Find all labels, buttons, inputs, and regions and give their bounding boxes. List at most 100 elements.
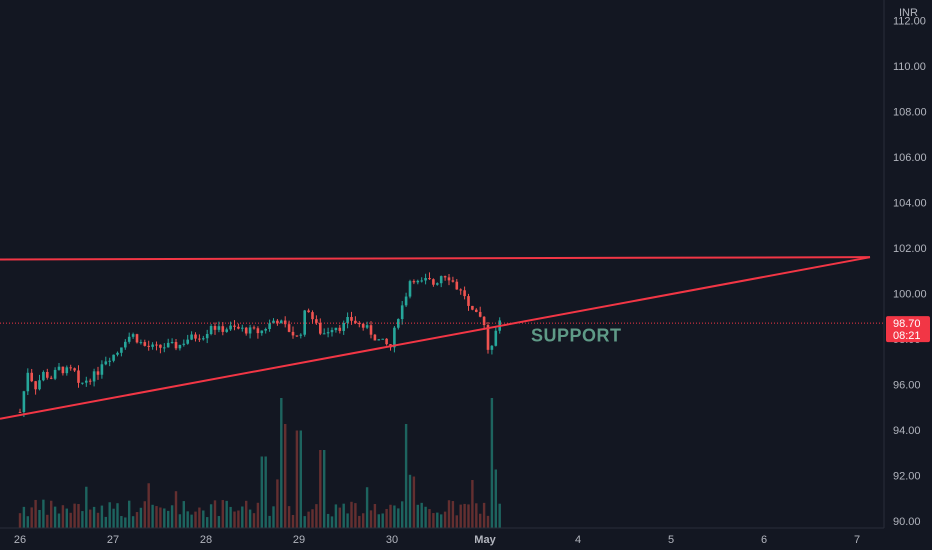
candle-body: [361, 323, 365, 328]
candle-body: [350, 316, 353, 321]
volume-bar: [198, 507, 201, 528]
time-tick-label: May: [474, 534, 496, 546]
candle-body: [330, 330, 334, 333]
candle-body: [365, 325, 369, 328]
candle-body: [338, 327, 342, 331]
volume-bar: [408, 474, 412, 528]
last-price-value: 98.70: [893, 318, 921, 330]
volume-bar: [338, 507, 341, 528]
volume-bar: [471, 480, 474, 528]
candle-body: [77, 370, 80, 383]
candle-body: [322, 333, 326, 335]
candle-body: [436, 283, 439, 285]
volume-bar: [77, 503, 80, 528]
candle-body: [381, 338, 384, 340]
volume-bar: [46, 514, 49, 528]
volume-bar: [120, 516, 123, 528]
candle-body: [26, 372, 30, 392]
price-tick-label: 108.00: [893, 107, 927, 119]
candle-body: [155, 344, 158, 346]
volume-bar: [482, 502, 486, 528]
volume-bar: [490, 398, 494, 528]
candle-body: [182, 343, 186, 345]
price-tick-label: 104.00: [893, 198, 927, 210]
time-tick-label: 30: [386, 534, 398, 546]
volume-bar: [233, 511, 236, 528]
trendline-support[interactable]: [0, 256, 871, 420]
candle-body: [319, 322, 322, 334]
candle-body: [73, 368, 76, 371]
candle-body: [303, 310, 306, 335]
volume-bar: [194, 511, 197, 528]
volume-bar: [186, 511, 189, 528]
price-axis-panel[interactable]: [884, 0, 932, 528]
volume-bar: [81, 511, 84, 528]
candle-body: [65, 367, 69, 374]
volume-bar: [57, 513, 61, 528]
candle-body: [96, 371, 100, 375]
volume-bar: [61, 505, 65, 528]
volume-bar: [268, 515, 271, 528]
volume-bar: [330, 516, 334, 528]
trendlines-layer[interactable]: [0, 256, 871, 420]
candle-body: [459, 289, 462, 291]
candle-body: [116, 352, 119, 355]
price-tick-label: 90.00: [893, 516, 921, 528]
volume-bar: [447, 500, 451, 528]
candle-body: [147, 345, 150, 347]
volume-bar: [401, 501, 404, 528]
annotation-text[interactable]: SUPPORT: [531, 326, 622, 346]
volume-bar: [30, 507, 33, 528]
time-tick-label: 26: [14, 534, 26, 546]
volume-bar: [319, 450, 322, 528]
candle-body: [373, 334, 377, 341]
volume-bar: [354, 503, 357, 528]
volume-bar: [389, 504, 392, 528]
candle-body: [428, 278, 431, 280]
volume-bar: [135, 512, 139, 528]
volume-bar: [252, 513, 256, 528]
candle-body: [432, 279, 435, 285]
candle-body: [174, 342, 178, 349]
volume-bar: [85, 486, 88, 528]
candle-body: [268, 323, 271, 329]
candle-body: [85, 380, 88, 383]
candle-body: [124, 341, 127, 348]
candle-body: [256, 328, 260, 334]
candle-body: [104, 361, 108, 365]
volume-bar: [365, 487, 369, 528]
candle-body: [190, 334, 193, 340]
volume-bar: [104, 516, 107, 528]
volume-bar: [50, 500, 53, 528]
candle-body: [272, 320, 275, 324]
volume-bar: [237, 510, 240, 528]
candle-body: [307, 310, 310, 313]
volume-bar: [436, 512, 439, 528]
volume-bar: [108, 502, 111, 528]
candle-body: [22, 391, 26, 413]
volume-bar: [299, 430, 302, 528]
candle-body: [194, 334, 197, 339]
candle-body: [135, 334, 139, 343]
volume-bar: [112, 508, 115, 528]
volume-bar: [373, 504, 377, 528]
candle-body: [490, 345, 494, 350]
trendline-resistance[interactable]: [0, 256, 871, 261]
candle-body: [447, 277, 451, 281]
volume-bar: [377, 514, 380, 528]
candle-body: [291, 331, 295, 336]
candle-body: [369, 325, 373, 335]
volume-bar: [295, 430, 299, 528]
candle-body: [412, 281, 416, 283]
volume-layer: [18, 398, 501, 528]
price-tick-label: 100.00: [893, 289, 927, 301]
volume-bar: [131, 516, 135, 528]
volume-bar: [404, 424, 408, 528]
candle-body: [198, 338, 201, 340]
volume-bar: [159, 507, 162, 528]
price-tick-label: 92.00: [893, 471, 921, 483]
candle-body: [342, 323, 345, 331]
candle-body: [467, 296, 470, 306]
volume-bar: [287, 506, 291, 528]
